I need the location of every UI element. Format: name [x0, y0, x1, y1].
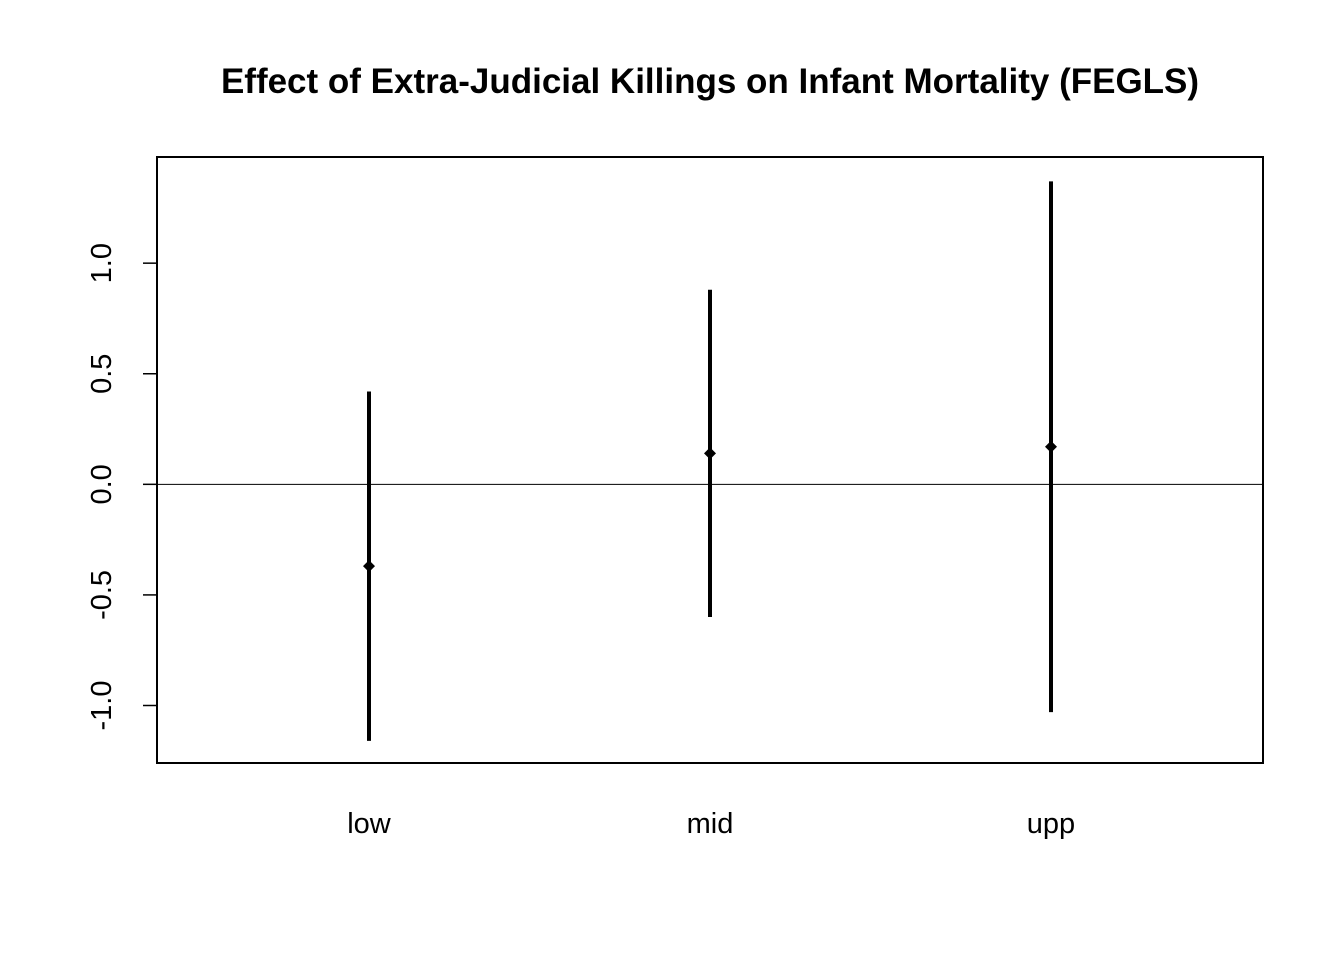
point-estimate-upp	[1045, 440, 1057, 453]
plot-layer: -1.0 -0.5 0.0 0.5 1.0 low mid upp	[86, 181, 1263, 840]
chart-title: Effect of Extra-Judicial Killings on Inf…	[221, 62, 1199, 101]
point-estimate-mid	[704, 447, 716, 460]
x-tick-label-mid: mid	[687, 808, 734, 840]
plot-frame	[156, 156, 1264, 764]
y-tick-label: 0.0	[86, 464, 118, 504]
y-tick-label: 0.5	[86, 354, 118, 394]
y-tick-label: -0.5	[86, 570, 118, 620]
y-tick-label: -1.0	[86, 681, 118, 731]
x-tick-label-upp: upp	[1027, 808, 1075, 840]
point-estimate-low	[363, 560, 375, 573]
x-tick-label-low: low	[347, 808, 392, 840]
y-tick-label: 1.0	[86, 243, 118, 283]
